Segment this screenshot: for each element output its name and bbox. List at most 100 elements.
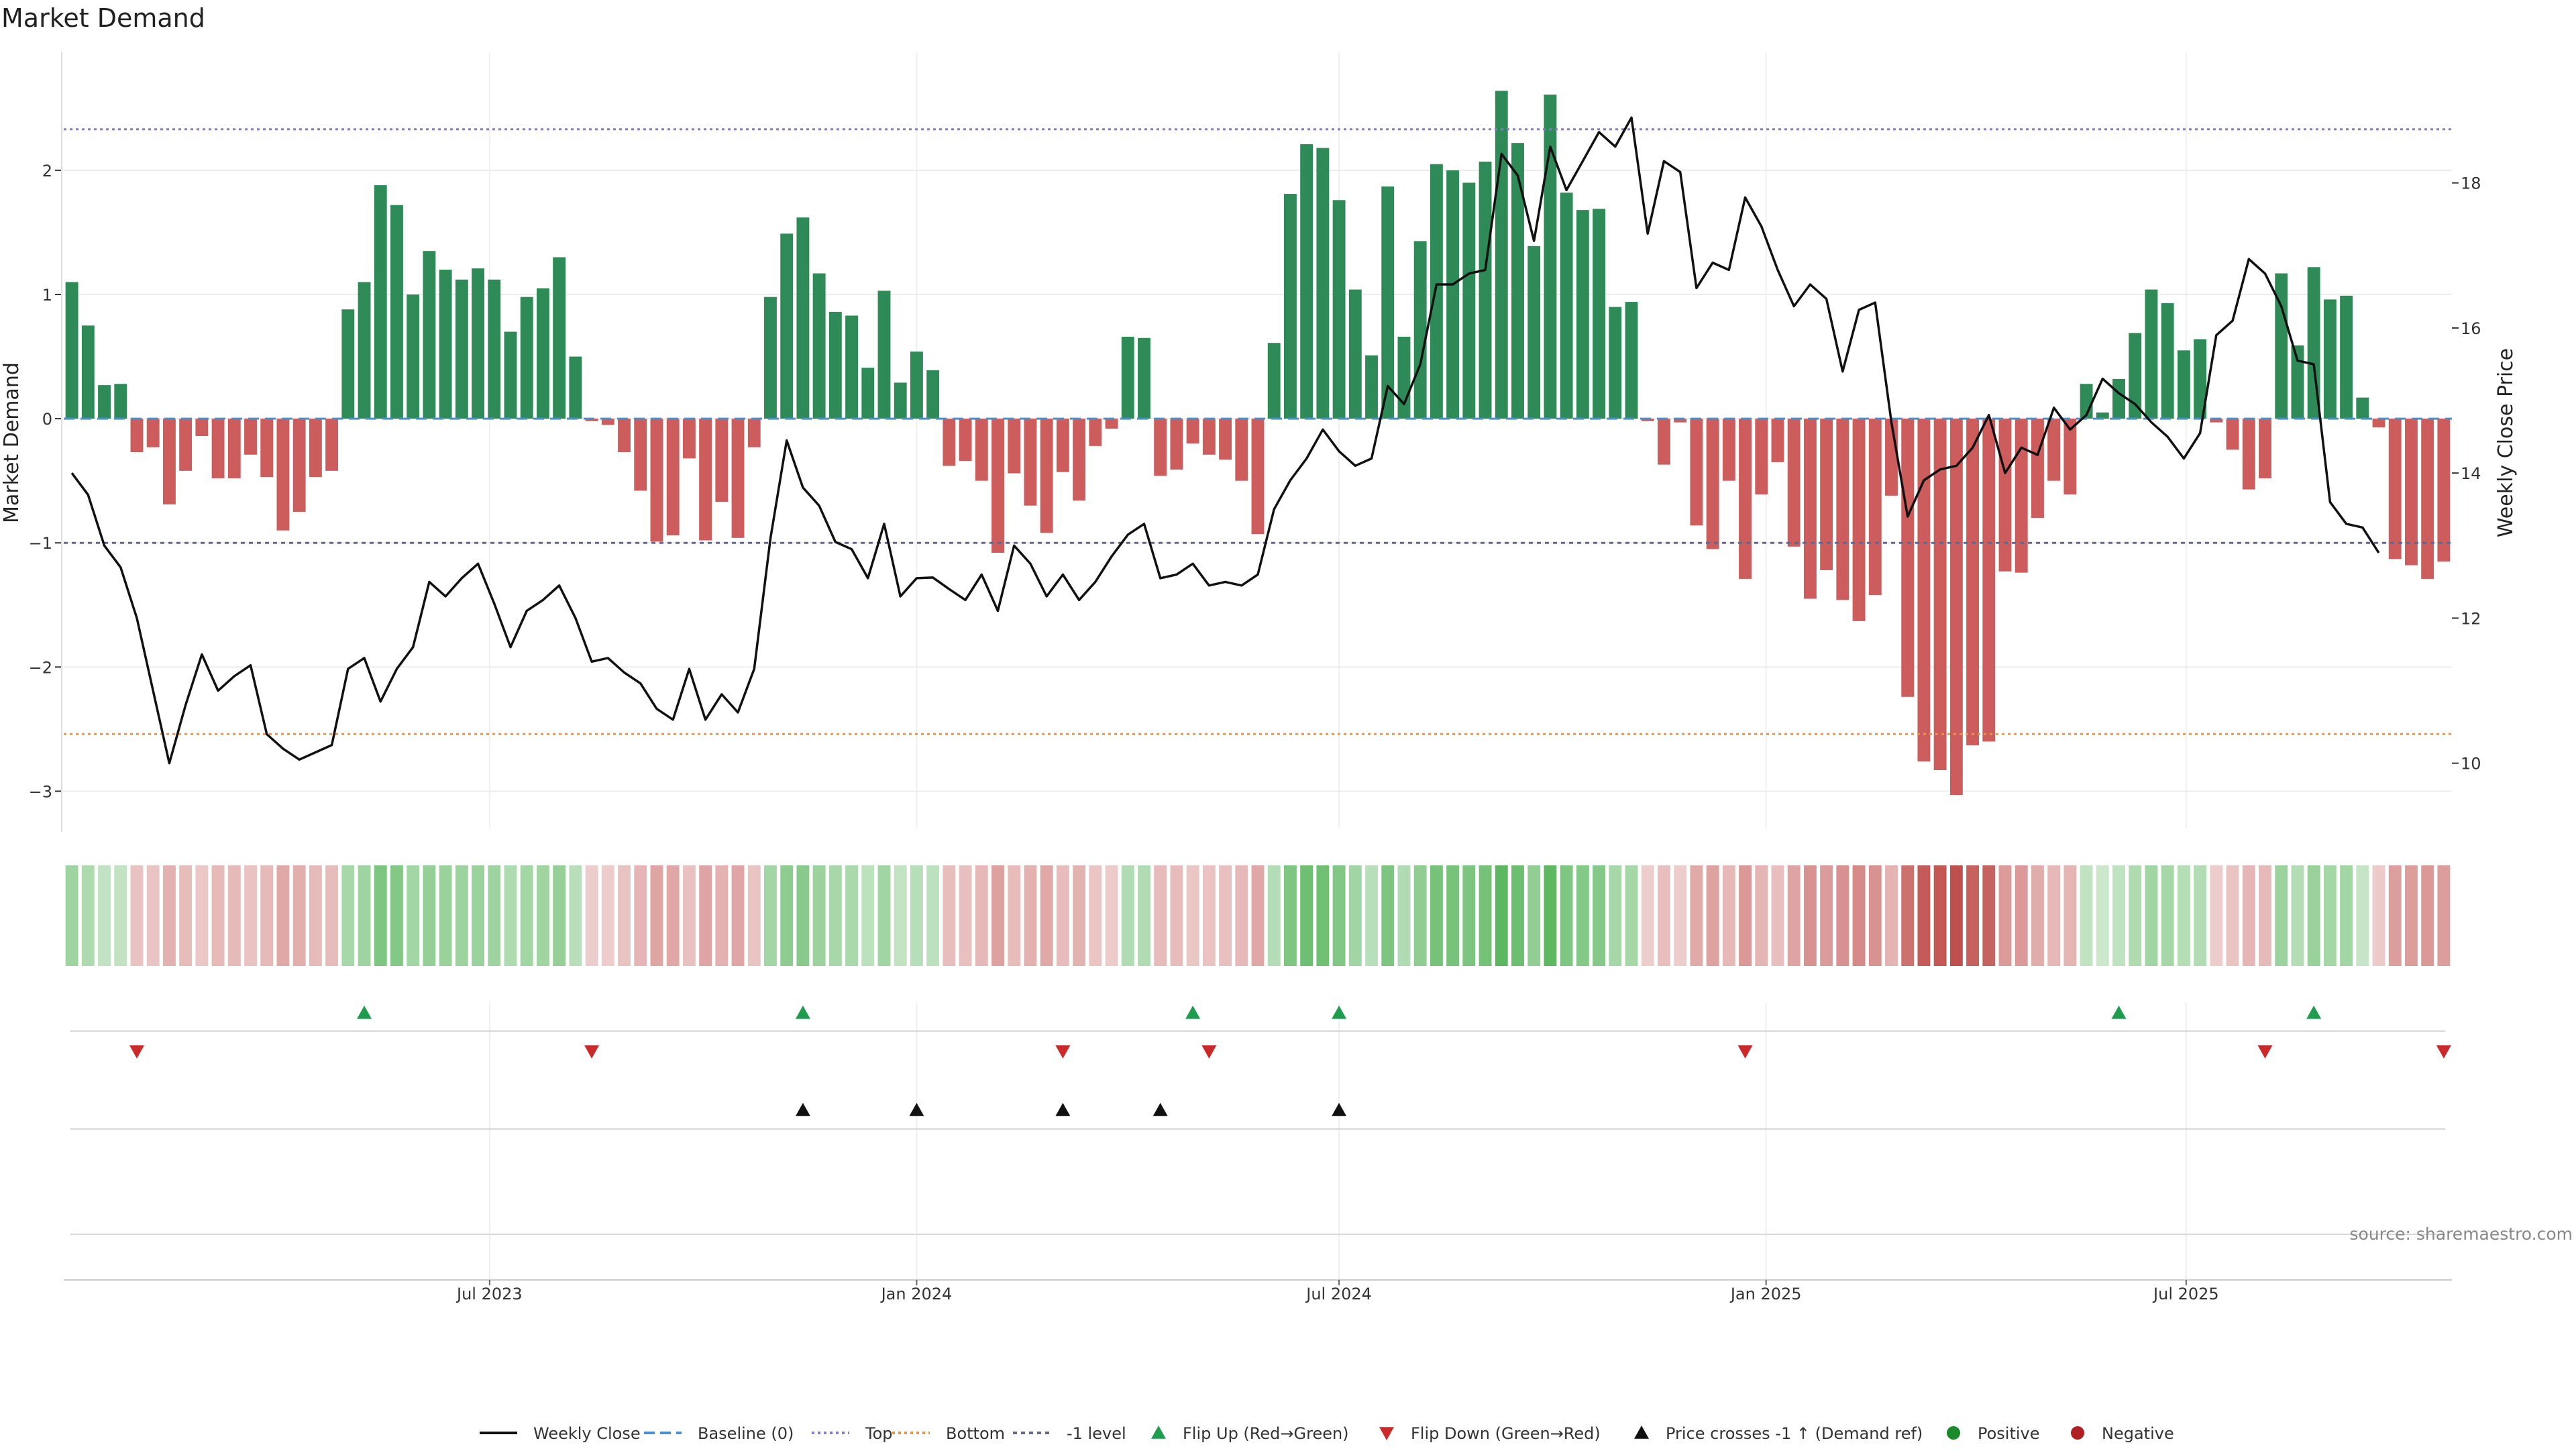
y-axis-title-left: Market Demand [0, 362, 23, 523]
heat-strip-cell [975, 865, 988, 966]
demand-bar-positive [1283, 194, 1297, 419]
heat-strip-cell [1332, 865, 1346, 966]
demand-bar-negative [747, 419, 761, 447]
y-tick-label-right: 18 [2461, 174, 2481, 193]
heat-strip-cell [472, 865, 484, 966]
demand-bar-negative [1803, 419, 1817, 599]
heat-strip-cell [276, 865, 290, 966]
demand-bar-positive [455, 279, 468, 419]
heat-strip-cell [2194, 865, 2207, 966]
demand-bar-negative [1056, 419, 1069, 472]
heat-strip-cell [227, 865, 241, 966]
heat-strip-cell [959, 865, 972, 966]
demand-bar-negative [715, 419, 729, 502]
heat-strip-cell [1836, 865, 1849, 966]
heat-strip-cell [1852, 865, 1866, 966]
heat-strip-cell [114, 865, 127, 966]
demand-bar-negative [1251, 419, 1265, 535]
demand-bar-negative [1901, 419, 1915, 697]
legend-flip-down-label: Flip Down (Green→Red) [1411, 1424, 1601, 1443]
heat-strip-cell [2437, 865, 2451, 966]
legend-price-cross-label: Price crosses -1 ↑ (Demand ref) [1666, 1424, 1923, 1443]
demand-bar-positive [2129, 333, 2142, 419]
heat-strip-cell [1040, 865, 1053, 966]
demand-bar-negative [2405, 419, 2418, 566]
heat-strip-cell [2210, 865, 2223, 966]
demand-bar-negative [650, 419, 663, 542]
y-tick-label-left: 0 [42, 410, 52, 429]
y-tick-label-right: 10 [2461, 755, 2481, 773]
demand-bar-positive [1365, 355, 1378, 419]
demand-bar-negative [1657, 419, 1670, 465]
demand-bar-negative [666, 419, 680, 536]
heat-strip-cell [1690, 865, 1703, 966]
demand-bar-negative [2242, 419, 2255, 490]
y-tick-label-left: 1 [42, 286, 52, 305]
heat-strip-cell [2340, 865, 2353, 966]
heat-strip-cell [390, 865, 403, 966]
price-cross-marker [1152, 1103, 1168, 1116]
heat-strip-cell [1787, 865, 1801, 966]
heat-strip-cell [1300, 865, 1313, 966]
demand-bar-negative [1008, 419, 1021, 474]
x-tick-label: Jul 2024 [1305, 1285, 1372, 1303]
heat-strip-cell [1885, 865, 1898, 966]
heat-strip-cell [98, 865, 111, 966]
heat-strip-cell [2388, 865, 2402, 966]
heat-strip-cell [1495, 865, 1508, 966]
demand-bar-positive [2112, 378, 2125, 419]
demand-bar-negative [1073, 419, 1086, 501]
heat-strip-cell [747, 865, 761, 966]
demand-bar-positive [1300, 144, 1313, 419]
heat-strip-cell [2275, 865, 2288, 966]
heat-strip-cell [1868, 865, 1882, 966]
heat-strip-cell [260, 865, 274, 966]
demand-bar-negative [601, 419, 614, 425]
demand-bar-negative [943, 419, 956, 466]
legend-weekly-close: Weekly Close [480, 1424, 641, 1443]
heat-strip-cell [1073, 865, 1086, 966]
price-cross-marker [1332, 1103, 1347, 1116]
heat-strip-cell [1446, 865, 1460, 966]
demand-bar-positive [472, 268, 484, 419]
demand-bar-negative [276, 419, 290, 531]
x-tick-label: Jan 2024 [880, 1285, 953, 1303]
demand-bar-negative [1186, 419, 1199, 444]
heat-strip-cell [585, 865, 598, 966]
demand-bar-negative [1739, 419, 1752, 579]
legend-flip-down: Flip Down (Green→Red) [1379, 1424, 1601, 1443]
heat-strip-cell [407, 865, 420, 966]
legend-flip-up-label: Flip Up (Red→Green) [1183, 1424, 1349, 1443]
demand-bar-negative [244, 419, 257, 455]
demand-bar-positive [1397, 336, 1411, 419]
heat-strip-cell [601, 865, 614, 966]
demand-bar-positive [2323, 299, 2337, 419]
demand-bar-positive [1121, 336, 1134, 419]
demand-bar-positive [1413, 241, 1427, 419]
heat-strip-cell [861, 865, 875, 966]
demand-bar-positive [1332, 200, 1346, 419]
heat-strip-cell [65, 865, 78, 966]
demand-bar-positive [1593, 209, 1606, 419]
heat-strip-cell [1154, 865, 1167, 966]
heat-strip-cell [504, 865, 517, 966]
flip-down-marker [2436, 1045, 2451, 1059]
heat-strip-cell [1966, 865, 1980, 966]
demand-bar-negative [309, 419, 322, 478]
heat-strip-cell [1998, 865, 2012, 966]
demand-bar-positive [764, 297, 777, 419]
legend-minus-one-label: -1 level [1067, 1424, 1126, 1443]
heat-strip-cell [211, 865, 225, 966]
heat-strip-cell [1056, 865, 1069, 966]
legend-top: Top [812, 1424, 893, 1443]
demand-bar-positive [1430, 164, 1443, 419]
heat-strip-cell [1933, 865, 1947, 966]
heat-strip-cell [1462, 865, 1476, 966]
heat-strip-cell [1397, 865, 1411, 966]
demand-bar-positive [114, 384, 127, 419]
demand-bar-negative [1885, 419, 1898, 496]
heat-strip-cell [682, 865, 696, 966]
demand-bar-negative [1755, 419, 1768, 495]
demand-bar-negative [731, 419, 745, 538]
